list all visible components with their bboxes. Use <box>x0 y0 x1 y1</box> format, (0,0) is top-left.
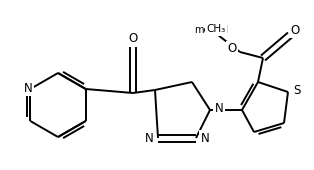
Text: methyl: methyl <box>194 25 228 35</box>
Text: O: O <box>227 42 237 55</box>
Text: N: N <box>145 132 153 144</box>
Text: S: S <box>293 84 301 98</box>
Text: O: O <box>128 32 138 46</box>
Text: N: N <box>24 81 33 95</box>
Text: CH₃: CH₃ <box>206 24 226 34</box>
Text: N: N <box>215 103 223 115</box>
Text: N: N <box>201 132 209 144</box>
Text: O: O <box>290 23 300 37</box>
